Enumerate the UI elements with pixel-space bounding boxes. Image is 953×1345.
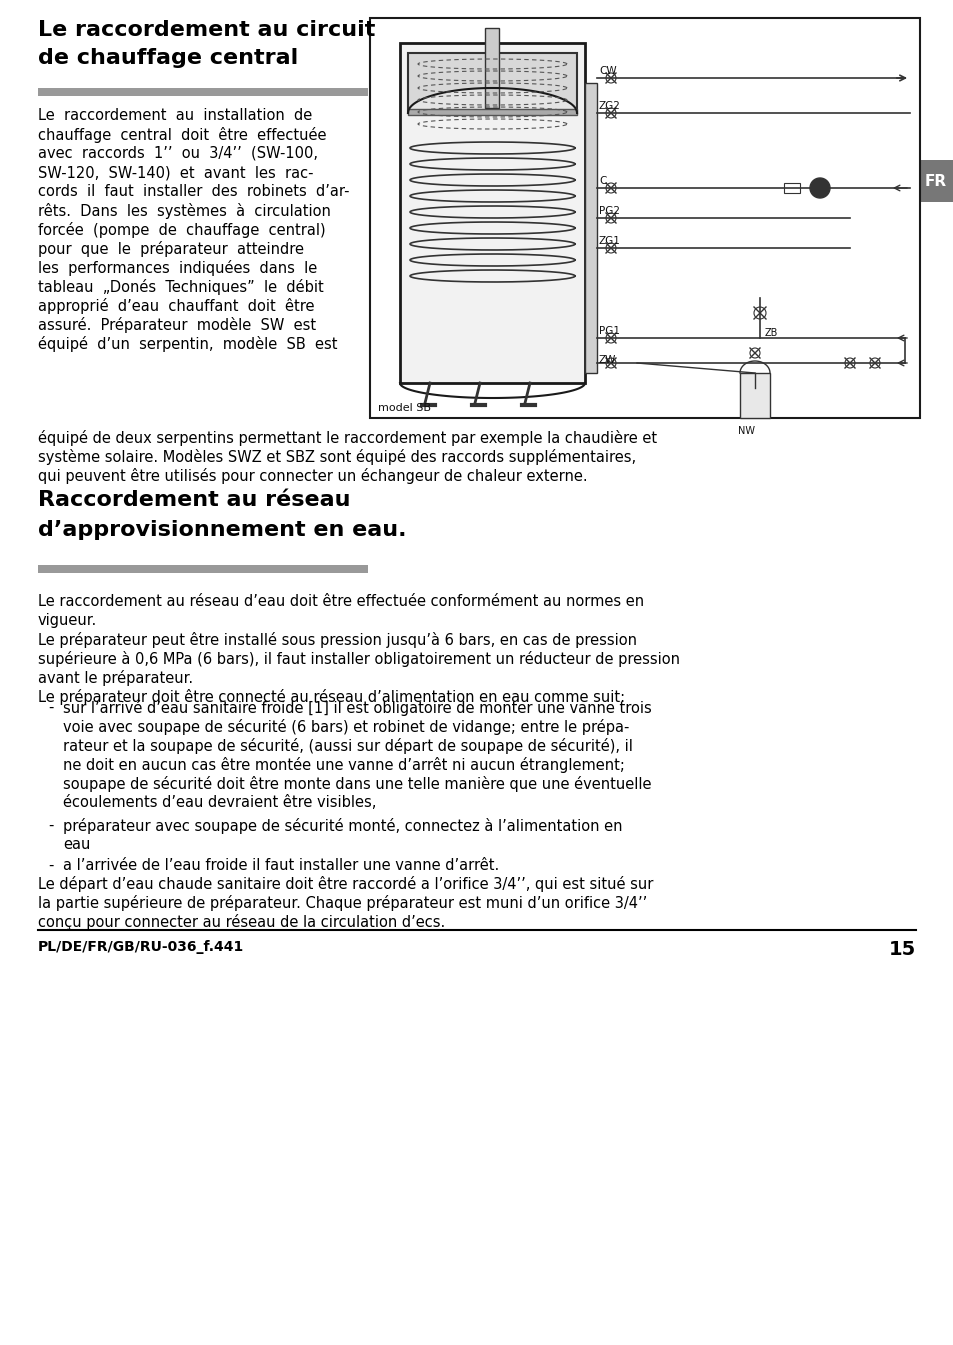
Text: ZG1: ZG1 [598, 235, 620, 246]
Text: avec  raccords  1’’  ou  3/4’’  (SW-100,: avec raccords 1’’ ou 3/4’’ (SW-100, [38, 147, 317, 161]
Text: -: - [48, 858, 53, 873]
Text: SW-120,  SW-140)  et  avant  les  rac-: SW-120, SW-140) et avant les rac- [38, 165, 314, 180]
Bar [38, 565, 368, 573]
Text: -: - [48, 818, 53, 833]
Bar [783, 183, 800, 192]
Text: forcée  (pompe  de  chauffage  central): forcée (pompe de chauffage central) [38, 222, 325, 238]
Text: NW: NW [738, 426, 754, 436]
Text: -: - [48, 699, 53, 716]
Bar [408, 52, 577, 113]
Bar [740, 373, 769, 418]
Bar [370, 17, 919, 418]
Text: rateur et la soupape de sécurité, (aussi sur départ de soupape de sécurité), il: rateur et la soupape de sécurité, (aussi… [63, 738, 632, 755]
Bar [917, 160, 953, 202]
Circle shape [809, 178, 829, 198]
Bar [485, 28, 499, 108]
Text: Le départ d’eau chaude sanitaire doit être raccordé a l’orifice 3/4’’, qui est s: Le départ d’eau chaude sanitaire doit êt… [38, 876, 653, 892]
Text: conçu pour connecter au réseau de la circulation d’ecs.: conçu pour connecter au réseau de la cir… [38, 915, 445, 929]
Text: voie avec soupape de sécurité (6 bars) et robinet de vidange; entre le prépa-: voie avec soupape de sécurité (6 bars) e… [63, 720, 629, 734]
Text: rêts.  Dans  les  systèmes  à  circulation: rêts. Dans les systèmes à circulation [38, 203, 331, 219]
Text: préparateur avec soupape de sécurité monté, connectez à l’alimentation en: préparateur avec soupape de sécurité mon… [63, 818, 622, 834]
Bar [399, 43, 584, 383]
Text: la partie supérieure de préparateur. Chaque préparateur est muni d’un orifice 3/: la partie supérieure de préparateur. Cha… [38, 894, 646, 911]
Text: Le raccordement au réseau d’eau doit être effectuée conformément au normes en: Le raccordement au réseau d’eau doit êtr… [38, 594, 643, 609]
Text: 15: 15 [888, 940, 915, 959]
Text: ne doit en aucun cas être montée une vanne d’arrêt ni aucun étranglement;: ne doit en aucun cas être montée une van… [63, 757, 624, 773]
Text: équipé  d’un  serpentin,  modèle  SB  est: équipé d’un serpentin, modèle SB est [38, 336, 337, 352]
Text: PG2: PG2 [598, 206, 619, 217]
Text: les  performances  indiquées  dans  le: les performances indiquées dans le [38, 260, 317, 276]
Text: sur l’arrivé d’eau sanitaire froide [1] il est obligatoire de monter une vanne t: sur l’arrivé d’eau sanitaire froide [1] … [63, 699, 651, 716]
Text: vigueur.: vigueur. [38, 613, 97, 628]
Bar [584, 83, 597, 373]
Text: PG1: PG1 [598, 325, 619, 336]
Text: d’approvisionnement en eau.: d’approvisionnement en eau. [38, 521, 406, 539]
Text: qui peuvent être utilisés pour connecter un échangeur de chaleur externe.: qui peuvent être utilisés pour connecter… [38, 468, 587, 484]
Text: équipé de deux serpentins permettant le raccordement par exemple la chaudière et: équipé de deux serpentins permettant le … [38, 430, 657, 447]
Text: pour  que  le  préparateur  atteindre: pour que le préparateur atteindre [38, 241, 304, 257]
Text: cords  il  faut  installer  des  robinets  d’ar-: cords il faut installer des robinets d’a… [38, 184, 349, 199]
Text: a l’arrivée de l’eau froide il faut installer une vanne d’arrêt.: a l’arrivée de l’eau froide il faut inst… [63, 858, 498, 873]
Text: eau: eau [63, 837, 91, 851]
Text: avant le préparateur.: avant le préparateur. [38, 670, 193, 686]
Text: C: C [598, 176, 606, 186]
Text: ZB: ZB [764, 328, 778, 338]
Text: de chauffage central: de chauffage central [38, 48, 298, 69]
Text: Le préparateur peut être installé sous pression jusqu’à 6 bars, en cas de pressi: Le préparateur peut être installé sous p… [38, 632, 637, 648]
Bar [38, 87, 368, 95]
Text: model SB: model SB [377, 404, 431, 413]
Text: chauffage  central  doit  être  effectuée: chauffage central doit être effectuée [38, 126, 326, 143]
Text: supérieure à 0,6 MPa (6 bars), il faut installer obligatoirement un réducteur de: supérieure à 0,6 MPa (6 bars), il faut i… [38, 651, 679, 667]
Text: ZG2: ZG2 [598, 101, 620, 112]
Text: tableau  „Donés  Techniques”  le  débit: tableau „Donés Techniques” le débit [38, 278, 323, 295]
Text: ZW: ZW [598, 355, 616, 364]
Text: soupape de sécurité doit être monte dans une telle manière que une éventuelle: soupape de sécurité doit être monte dans… [63, 776, 651, 792]
Text: Le préparateur doit être connecté au réseau d’alimentation en eau comme suit:: Le préparateur doit être connecté au rés… [38, 689, 624, 705]
Bar [408, 109, 577, 116]
Text: Raccordement au réseau: Raccordement au réseau [38, 490, 350, 510]
Text: écoulements d’eau devraient être visibles,: écoulements d’eau devraient être visible… [63, 795, 376, 810]
Text: FR: FR [924, 174, 946, 188]
Text: PL/DE/FR/GB/RU-036_f.441: PL/DE/FR/GB/RU-036_f.441 [38, 940, 244, 954]
Text: CW: CW [598, 66, 616, 77]
Text: système solaire. Modèles SWZ et SBZ sont équipé des raccords supplémentaires,: système solaire. Modèles SWZ et SBZ sont… [38, 449, 636, 465]
Text: assuré.  Préparateur  modèle  SW  est: assuré. Préparateur modèle SW est [38, 317, 315, 334]
Text: Le  raccordement  au  installation  de: Le raccordement au installation de [38, 108, 312, 122]
Text: approprié  d’eau  chauffant  doit  être: approprié d’eau chauffant doit être [38, 299, 314, 313]
Text: Le raccordement au circuit: Le raccordement au circuit [38, 20, 375, 40]
